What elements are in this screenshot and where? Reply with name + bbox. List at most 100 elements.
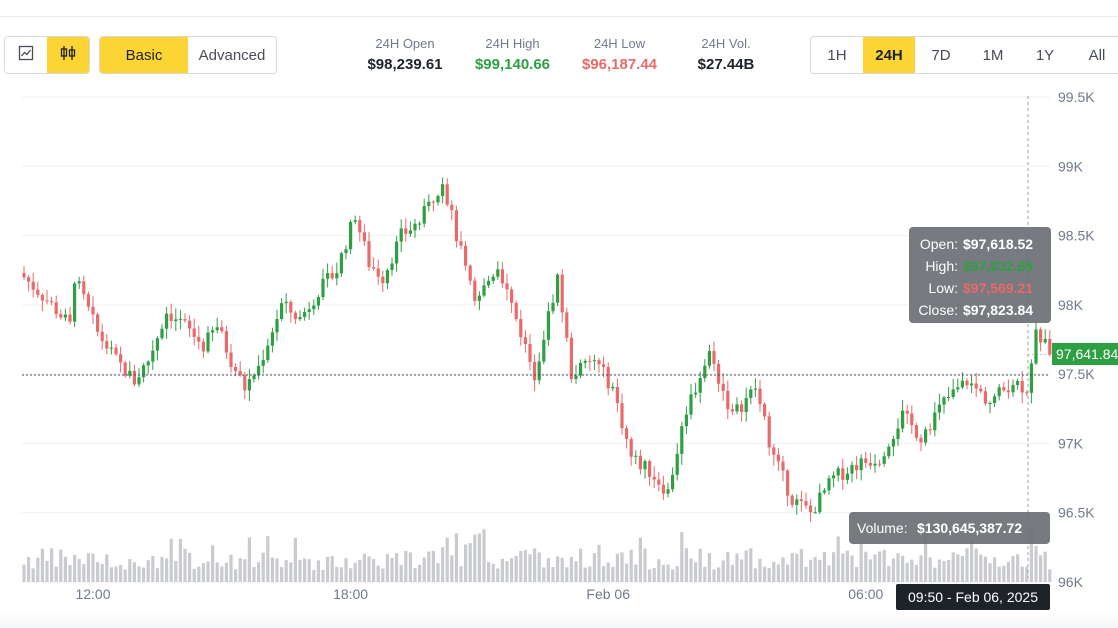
candle-body [786, 470, 790, 496]
candle-body [560, 274, 564, 313]
candle-body [841, 468, 845, 480]
volume-bar [933, 567, 937, 582]
candle-body [583, 360, 587, 363]
candle-body [73, 283, 77, 322]
candle-body [997, 387, 1001, 397]
candle-body [901, 410, 905, 429]
line-chart-button[interactable] [5, 37, 47, 73]
candle-body [63, 314, 67, 318]
volume-bar [845, 550, 849, 582]
candle-body [100, 331, 104, 342]
candle-body [988, 403, 992, 405]
advanced-mode-button[interactable]: Advanced [188, 37, 276, 73]
volume-bar [151, 555, 155, 582]
candle-body [1025, 392, 1029, 394]
candle-body [77, 281, 81, 284]
candlestick-icon [59, 45, 77, 66]
candle-body [611, 386, 615, 389]
candle-body [634, 455, 638, 457]
volume-bar [459, 566, 463, 582]
tooltip-high-value: $97,832.69 [963, 258, 1033, 274]
candle-body [680, 426, 684, 454]
volume-bar [257, 562, 261, 582]
volume-bar [786, 564, 790, 582]
volume-bar [712, 569, 716, 582]
range-1m-button[interactable]: 1M [982, 46, 1004, 64]
candle-body [657, 479, 661, 485]
candle-body [818, 492, 822, 513]
candle-body [473, 280, 477, 301]
volume-bar [487, 562, 491, 582]
candlestick-button[interactable] [47, 37, 89, 73]
volume-bar [859, 542, 863, 582]
candle-body [197, 336, 201, 342]
volume-bar [735, 553, 739, 582]
candle-body [740, 404, 744, 412]
candle-body [22, 272, 26, 278]
volume-bar [165, 558, 169, 582]
candle-body [546, 311, 550, 340]
candle-body [234, 366, 238, 371]
candle-body [450, 204, 454, 211]
candle-body [395, 241, 399, 264]
last-price-value: 97,641.84 [1056, 346, 1118, 362]
candle-body [974, 383, 978, 389]
candle-body [868, 462, 872, 466]
volume-bar [974, 548, 978, 582]
candle-body [215, 327, 219, 331]
volume-bar [822, 551, 826, 582]
candle-body [537, 361, 541, 381]
candle-body [105, 341, 109, 349]
chart-axes: 99.5K 99K 98.5K 98K 97.5K 97K 96.5K 96K 12:00 18:… [75, 90, 1095, 602]
candle-body [528, 344, 532, 362]
volume-bar [91, 553, 95, 582]
stat-24h-open: 24H Open $98,239.61 [360, 36, 450, 74]
volume-bar [551, 567, 555, 582]
volume-bar [850, 555, 854, 582]
range-all-button[interactable]: All [1088, 46, 1106, 64]
candle-body [316, 297, 320, 306]
candle-body [441, 184, 445, 196]
range-24h-button[interactable]: 24H [863, 37, 915, 73]
volume-bar [993, 557, 997, 582]
candle-body [464, 245, 468, 266]
volume-bar [638, 537, 642, 582]
stat-24h-volume: 24H Vol. $27.44B [688, 36, 764, 74]
volume-bar [201, 563, 205, 582]
stat-24h-high: 24H High $99,140.66 [465, 36, 560, 74]
volume-bar [781, 557, 785, 582]
candle-body [142, 365, 146, 378]
volume-bar [648, 569, 652, 582]
y-tick-label: 99.5K [1058, 90, 1095, 105]
volume-bar [620, 552, 624, 582]
volume-bar [556, 556, 560, 582]
price-chart[interactable]: 99.5K 99K 98.5K 98K 97.5K 97K 96.5K 96K 12:00 18:… [0, 90, 1118, 610]
volume-bar [82, 564, 86, 582]
range-1y-button[interactable]: 1Y [1035, 46, 1055, 64]
volume-bar [698, 548, 702, 582]
range-7d-button[interactable]: 7D [931, 46, 951, 64]
volume-bar [868, 559, 872, 582]
volume-bar [951, 552, 955, 582]
candle-body [174, 319, 178, 322]
time-range-selector: 1H 24H 7D 1M 1Y All [810, 36, 1118, 74]
volume-bar [533, 548, 537, 582]
volume-bar [293, 537, 297, 582]
candle-body [27, 277, 31, 282]
candle-body [776, 454, 780, 462]
volume-bar [841, 553, 845, 582]
volume-bar [634, 564, 638, 582]
candle-body [942, 397, 946, 405]
volume-bar [335, 566, 339, 582]
basic-mode-button[interactable]: Basic [100, 37, 188, 73]
volume-bar [238, 558, 242, 582]
candle-body [183, 319, 187, 321]
candle-body [418, 223, 422, 225]
candle-body [533, 361, 537, 381]
range-1h-button[interactable]: 1H [827, 46, 847, 64]
candle-body [850, 465, 854, 474]
volume-bar [744, 550, 748, 582]
volume-bar [1043, 551, 1047, 582]
candle-body [1020, 380, 1024, 393]
candle-body [59, 314, 63, 318]
